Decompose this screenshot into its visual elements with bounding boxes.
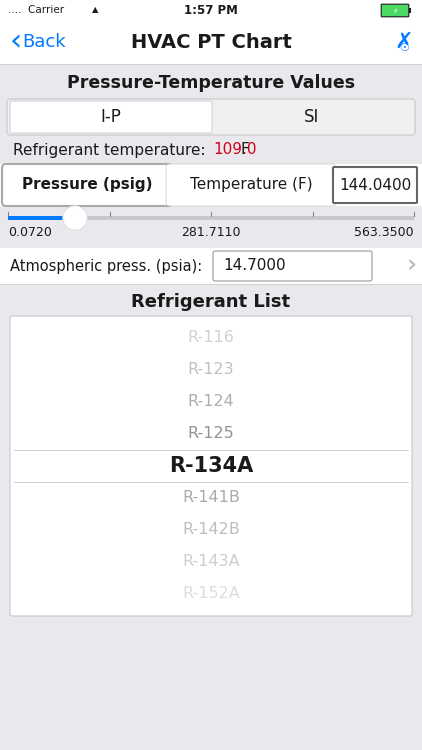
- Text: ‹: ‹: [10, 28, 22, 56]
- Text: R-123: R-123: [188, 362, 234, 377]
- Text: F: F: [241, 142, 250, 158]
- Text: ....  Carrier: .... Carrier: [8, 5, 64, 15]
- Text: ✗: ✗: [395, 32, 413, 52]
- Text: Atmospheric press. (psia):: Atmospheric press. (psia):: [10, 259, 202, 274]
- FancyBboxPatch shape: [7, 99, 415, 135]
- Text: ☉: ☉: [399, 43, 409, 53]
- Text: 109.0: 109.0: [213, 142, 257, 158]
- FancyBboxPatch shape: [333, 167, 417, 203]
- Bar: [0, 206, 422, 248]
- Text: I-P: I-P: [100, 108, 122, 126]
- Text: R-143A: R-143A: [182, 554, 240, 569]
- FancyBboxPatch shape: [381, 4, 409, 16]
- Text: Temperature (F): Temperature (F): [189, 178, 312, 193]
- FancyBboxPatch shape: [213, 251, 372, 281]
- Text: Back: Back: [22, 33, 66, 51]
- Bar: [334, 168, 416, 202]
- Circle shape: [64, 207, 86, 229]
- Text: Pressure (psig): Pressure (psig): [22, 178, 152, 193]
- Bar: [0, 64, 422, 100]
- Text: Refrigerant temperature:: Refrigerant temperature:: [14, 142, 206, 158]
- Text: ⚡: ⚡: [392, 6, 398, 15]
- Text: R-134A: R-134A: [169, 456, 253, 476]
- Text: R-124: R-124: [188, 394, 234, 410]
- Text: R-116: R-116: [187, 331, 235, 346]
- Bar: [0, 248, 422, 284]
- Bar: [8, 216, 414, 220]
- Text: Refrigerant List: Refrigerant List: [131, 293, 291, 311]
- Text: 0.0720: 0.0720: [8, 226, 52, 239]
- Text: HVAC PT Chart: HVAC PT Chart: [130, 32, 292, 52]
- Text: 144.0400: 144.0400: [340, 178, 412, 193]
- Text: 563.3500: 563.3500: [354, 226, 414, 239]
- Text: SI: SI: [304, 108, 320, 126]
- Text: 281.7110: 281.7110: [181, 226, 241, 239]
- Text: R-125: R-125: [188, 427, 234, 442]
- Bar: [0, 20, 422, 64]
- Text: ›: ›: [407, 254, 417, 278]
- FancyBboxPatch shape: [2, 164, 172, 206]
- Bar: [0, 284, 422, 318]
- Text: 14.7000: 14.7000: [223, 259, 286, 274]
- Bar: [8, 216, 75, 220]
- Bar: [0, 135, 422, 165]
- Text: 1:57 PM: 1:57 PM: [184, 4, 238, 16]
- FancyBboxPatch shape: [10, 101, 212, 133]
- Text: Pressure-Temperature Values: Pressure-Temperature Values: [67, 74, 355, 92]
- Bar: [0, 164, 422, 206]
- Text: ▲: ▲: [92, 5, 98, 14]
- Circle shape: [63, 206, 87, 230]
- Text: R-142B: R-142B: [182, 523, 240, 538]
- FancyBboxPatch shape: [10, 316, 412, 616]
- Bar: [0, 0, 422, 20]
- FancyBboxPatch shape: [166, 164, 336, 206]
- Text: R-141B: R-141B: [182, 490, 240, 506]
- Text: R-152A: R-152A: [182, 586, 240, 602]
- Bar: [408, 8, 411, 13]
